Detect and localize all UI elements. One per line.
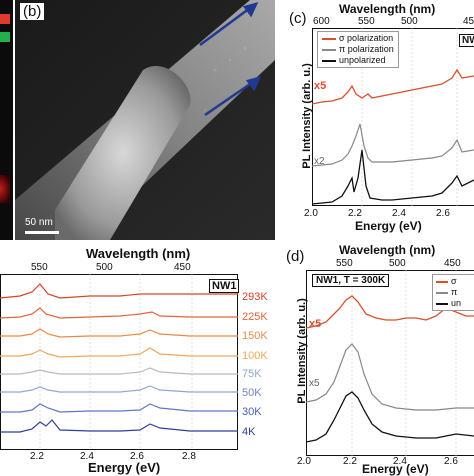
color-swatch-red — [0, 14, 10, 24]
panel-d-top-tick: 500 — [389, 258, 406, 269]
temp-label: 150K — [242, 330, 268, 342]
legend-entry-pi: π polarization — [322, 44, 394, 55]
legend-entry-unpolarized: unpolarized — [322, 55, 394, 66]
color-swatch-green — [0, 32, 10, 42]
panel-c-x-tick: 2.6 — [436, 208, 450, 219]
panel-a-fragment — [0, 0, 13, 240]
panel-d-top-tick: 550 — [336, 258, 353, 269]
main-plot — [0, 274, 238, 450]
temp-label: 50K — [242, 387, 262, 399]
panel-d-x-tick: 2.0 — [297, 456, 311, 467]
main-x-tick: 2.2 — [30, 451, 44, 462]
panel-c-top-axis-title: Wavelength (nm) — [339, 2, 435, 16]
panel-c-x-tick: 2.0 — [304, 208, 318, 219]
panel-d-x-tick: 2.2 — [343, 456, 357, 467]
panel-b-label: (b) — [20, 3, 44, 20]
panel-c-top-tick: 500 — [401, 16, 418, 27]
panel-c-xlabel: Energy (eV) — [355, 219, 422, 233]
main-top-tick: 450 — [174, 262, 191, 273]
panel-c-x-tick: 2.4 — [392, 208, 406, 219]
temp-label: 100K — [242, 350, 268, 362]
panel-d-x-tick: 2.6 — [444, 456, 458, 467]
temp-label: 4K — [242, 426, 255, 438]
arrow-icons — [190, 0, 275, 130]
panel-d-top-axis-title: Wavelength (nm) — [339, 243, 435, 257]
panel-c-factor-sigma: x5 — [314, 80, 326, 92]
main-top-tick: 550 — [31, 262, 48, 273]
legend-entry-pi: π — [436, 287, 474, 298]
panel-c-top-tick: 600 — [313, 16, 330, 27]
legend-entry-sigma: σ polarization — [322, 33, 394, 44]
panel-d-legend: σ π un — [432, 274, 474, 311]
main-x-tick: 2.8 — [182, 451, 196, 462]
scale-bar — [25, 231, 59, 234]
panel-c-top-tick: 550 — [358, 16, 375, 27]
panel-c-top-tick: 450 — [463, 16, 474, 27]
main-top-axis-title: Wavelength (nm) — [86, 246, 190, 261]
panel-c-x-tick: 2.2 — [348, 208, 362, 219]
temp-label: 30K — [242, 406, 262, 418]
temp-label: 293K — [242, 291, 268, 303]
legend-entry-sigma: σ — [436, 276, 474, 287]
panel-d-tag: NW1, T = 300K — [312, 274, 389, 287]
temp-label: 75K — [242, 368, 262, 380]
red-signal-blob — [0, 175, 10, 203]
panel-c-label: (c) — [289, 10, 307, 27]
scale-bar-label: 50 nm — [25, 217, 53, 228]
panel-d-label: (d) — [286, 248, 304, 265]
panel-c-tag: NW — [459, 34, 474, 47]
panel-c-factor-pi: x2 — [314, 156, 325, 167]
panel-d-factor-pi: x5 — [309, 378, 320, 389]
panel-d-factor-sigma: x5 — [309, 318, 321, 330]
main-tag: NW1 — [209, 279, 239, 293]
legend-entry-unpolarized: un — [436, 298, 474, 309]
panel-d-top-tick: 450 — [444, 258, 461, 269]
temp-label: 225K — [242, 311, 268, 323]
main-xlabel: Energy (eV) — [88, 460, 160, 475]
panel-b-image: (b) 50 nm — [15, 0, 275, 240]
panel-c-legend: σ polarization π polarization unpolarize… — [317, 31, 399, 68]
main-top-tick: 500 — [96, 262, 113, 273]
